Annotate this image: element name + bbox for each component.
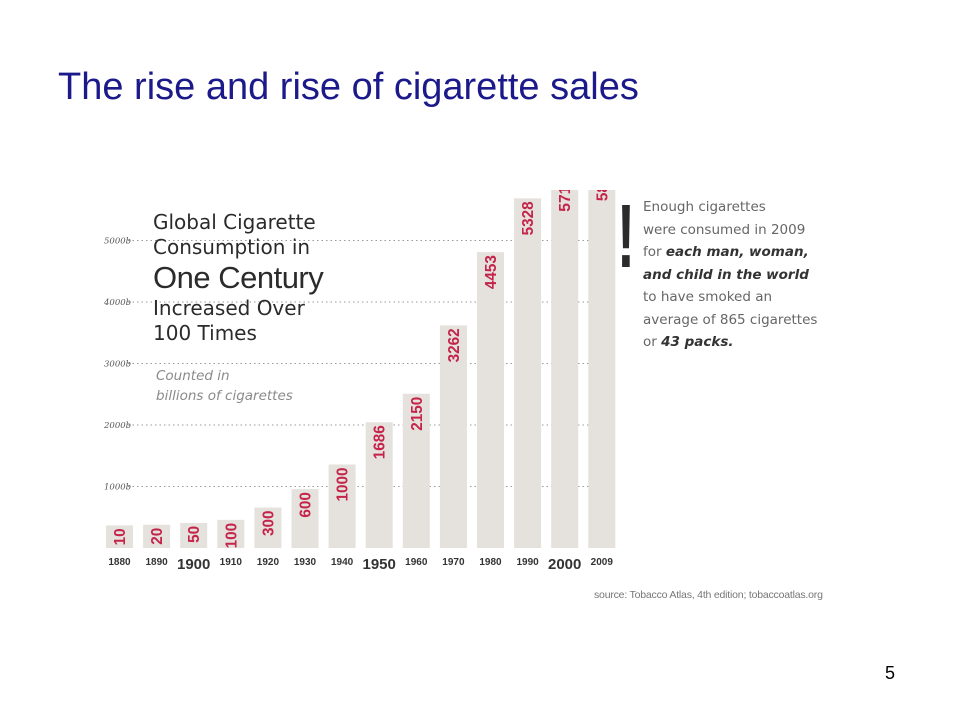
unit-note-line: Counted in [156,368,230,384]
x-tick-label: 1980 [479,557,502,568]
y-tick-label: 1000b [104,483,131,493]
bar [365,422,393,548]
value-label: 300 [260,510,277,536]
value-label: 100 [223,523,240,549]
side-note-emphasis: each man, woman, [665,244,809,260]
side-note-line: average of 865 cigarettes [643,311,818,328]
bar [180,522,208,548]
x-tick-label: 1970 [442,557,465,568]
value-label: 5328 [520,201,537,235]
side-note-line: Enough cigarettes [643,199,766,215]
value-label: 20 [149,528,166,545]
bar [514,198,542,548]
unit-note: Counted in billions of cigarettes [156,366,293,406]
x-tick-label-highlighted: 1950 [363,556,396,573]
bar [402,393,430,548]
bar [217,519,245,548]
value-label: 50 [186,526,203,543]
y-tick-label: 3000b [104,360,131,370]
value-label: 1000 [335,467,352,501]
bar [551,190,579,548]
x-tick-label: 1910 [220,557,243,568]
x-tick-label: 1940 [331,557,354,568]
x-tick-label: 1960 [405,557,428,568]
value-label: 5884 [594,190,611,201]
page-number: 5 [885,663,896,683]
x-tick-label: 2009 [591,557,614,568]
exclamation-mark: ! [617,187,635,287]
bar [291,489,319,548]
unit-note-line: billions of cigarettes [156,388,293,404]
headline-line: Increased Over [153,296,305,320]
bar [106,525,133,548]
headline-line: Global Cigarette [153,210,316,234]
side-note-line: to have smoked an [643,289,773,305]
bar [328,464,356,548]
x-tick-label-highlighted: 2000 [548,556,581,573]
headline-line-big: One Century [153,260,324,295]
side-note-line: for each man, woman, [643,241,843,264]
x-tick-label: 1920 [257,557,280,568]
x-tick-label: 1930 [294,557,317,568]
side-note-line: were consumed in 2009 [643,221,806,238]
side-note-emphasis: 43 packs. [661,334,734,350]
side-note-line: or 43 packs. [643,331,843,354]
x-tick-label: 1890 [145,557,168,568]
headline-line: 100 Times [153,321,257,345]
bar [439,325,467,548]
y-tick-label: 2000b [103,421,131,431]
value-label: 3262 [446,328,463,362]
y-tick-label: 4000b [103,298,131,308]
value-label: 600 [298,492,315,518]
value-label: 5711 [557,190,574,212]
bar [588,190,616,548]
bar [477,252,504,548]
value-label: 10 [112,528,129,545]
bar-chart: 1000b 2000b 3000b 4000b 5000b 10 1880 20 1890 50 1… [103,190,616,573]
chart-headline: Global Cigarette Consumption in One Cent… [153,210,393,346]
bar [254,507,282,548]
x-tick-label: 1990 [516,557,539,568]
y-tick-label: 5000b [104,237,131,247]
side-note: Enough cigarettes were consumed in 2009 fo… [643,196,843,354]
side-note-line: and child in the world [643,264,843,287]
source-citation: source: Tobacco Atlas, 4th edition; toba… [594,589,823,601]
bar [143,524,171,548]
x-tick-label: 1880 [108,557,131,568]
side-note-text: for [643,244,666,260]
slide-title: The rise and rise of cigarette sales [58,66,639,108]
x-tick-label-highlighted: 1900 [177,556,210,573]
headline-line: Consumption in [153,235,311,259]
value-label: 4453 [483,255,500,289]
value-label: 1686 [372,425,389,459]
side-note-text: or [643,334,662,350]
side-note-emphasis: and child in the world [643,266,809,283]
value-label: 2150 [409,397,426,431]
